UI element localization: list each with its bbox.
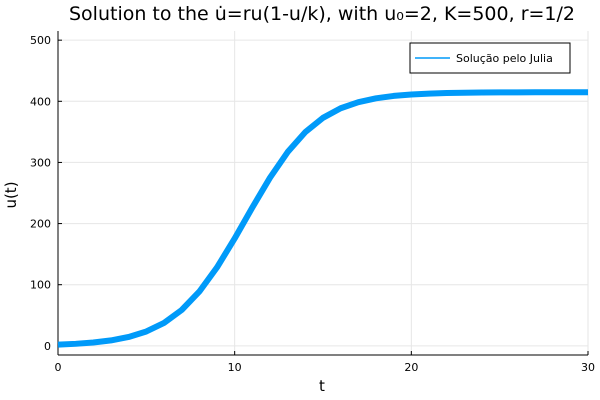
x-tick-label: 0	[55, 361, 62, 374]
x-tick-label: 10	[228, 361, 242, 374]
x-axis-label: t	[319, 377, 325, 395]
y-tick-label: 100	[30, 279, 51, 292]
chart-title: Solution to the u̇=ru(1-u/k), with u₀=2,…	[69, 3, 575, 25]
grid	[57, 31, 589, 355]
y-tick-label: 500	[30, 34, 51, 47]
series-line	[57, 89, 589, 348]
y-tick-label: 200	[30, 218, 51, 231]
y-tick-label: 300	[30, 156, 51, 169]
x-tick-label: 20	[404, 361, 418, 374]
legend: Solução pelo Julia	[409, 42, 571, 74]
axes	[57, 31, 589, 356]
y-tick-label: 400	[30, 95, 51, 108]
legend-label: Solução pelo Julia	[456, 52, 553, 65]
series-layer	[57, 89, 589, 348]
y-tick-label: 0	[44, 340, 51, 353]
y-axis-label: u(t)	[2, 181, 20, 208]
x-tick-label: 30	[581, 361, 595, 374]
